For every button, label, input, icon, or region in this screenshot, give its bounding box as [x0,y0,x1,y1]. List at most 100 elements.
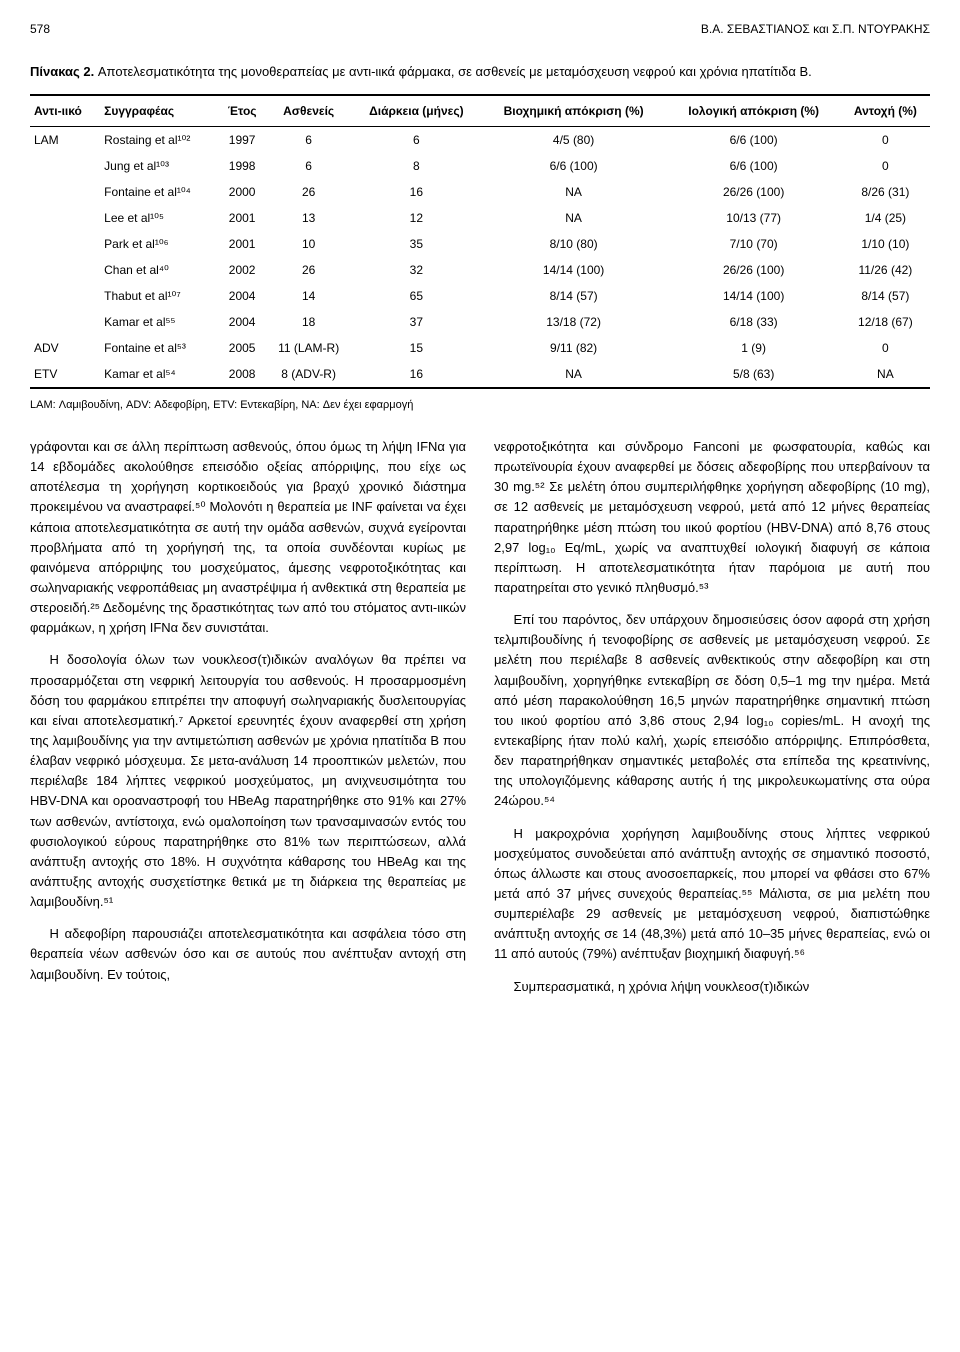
table-cell [30,179,100,205]
table-cell: 8/14 (57) [841,283,930,309]
table-cell: 26 [265,179,352,205]
table-cell: 10/13 (77) [667,205,841,231]
table-cell: 16 [352,361,481,388]
page-number: 578 [30,20,50,38]
table-cell: 11/26 (42) [841,257,930,283]
table-cell: 2000 [219,179,265,205]
paragraph: Η δοσολογία όλων των νουκλεοσ(τ)ιδικών α… [30,650,466,912]
table-cell: 35 [352,231,481,257]
table-cell: 14/14 (100) [481,257,667,283]
table-cell: NA [481,205,667,231]
col-resistance: Αντοχή (%) [841,95,930,127]
table-title-text: Αποτελεσματικότητα της μονοθεραπείας με … [98,64,812,79]
table-cell: Chan et al⁴⁰ [100,257,219,283]
paragraph: νεφροτοξικότητα και σύνδρομο Fanconi με … [494,437,930,598]
col-year: Έτος [219,95,265,127]
table-cell [30,257,100,283]
table-cell: Kamar et al⁵⁴ [100,361,219,388]
col-patients: Ασθενείς [265,95,352,127]
table-cell: 16 [352,179,481,205]
table-cell: 13 [265,205,352,231]
table-cell [30,231,100,257]
right-column: νεφροτοξικότητα και σύνδρομο Fanconi με … [494,437,930,1009]
table-footnote: LAM: Λαμιβουδίνη, ADV: Αδεφοβίρη, ETV: Ε… [30,397,930,414]
table-row: LAMRostaing et al¹⁰²1997664/5 (80)6/6 (1… [30,126,930,153]
table-cell: 8 (ADV-R) [265,361,352,388]
table-cell: 1/10 (10) [841,231,930,257]
page-header: 578 Β.Α. ΣΕΒΑΣΤΙΑΝΟΣ και Σ.Π. ΝΤΟΥΡΑΚΗΣ [30,20,930,38]
table-cell: 2002 [219,257,265,283]
table-cell: 6/6 (100) [667,153,841,179]
table-cell: 9/11 (82) [481,335,667,361]
table-cell: 2004 [219,309,265,335]
table-cell: 6 [265,126,352,153]
table-cell: ETV [30,361,100,388]
table-cell: 26 [265,257,352,283]
table-cell: 1 (9) [667,335,841,361]
paragraph: Η μακροχρόνια χορήγηση λαμιβουδίνης στου… [494,824,930,965]
table-row: Chan et al⁴⁰2002263214/14 (100)26/26 (10… [30,257,930,283]
table-row: Thabut et al¹⁰⁷200414658/14 (57)14/14 (1… [30,283,930,309]
table-cell: 6 [352,126,481,153]
table-row: Kamar et al⁵⁵2004183713/18 (72)6/18 (33)… [30,309,930,335]
table-cell: NA [841,361,930,388]
table-cell: 8/14 (57) [481,283,667,309]
table-cell: 14 [265,283,352,309]
table-cell: 1998 [219,153,265,179]
table-cell: 6/18 (33) [667,309,841,335]
table-row: ADVFontaine et al⁵³200511 (LAM-R)159/11 … [30,335,930,361]
table-row: ETVKamar et al⁵⁴20088 (ADV-R)16NA5/8 (63… [30,361,930,388]
table-cell: Fontaine et al¹⁰⁴ [100,179,219,205]
header-authors: Β.Α. ΣΕΒΑΣΤΙΑΝΟΣ και Σ.Π. ΝΤΟΥΡΑΚΗΣ [701,20,930,38]
table-cell: 18 [265,309,352,335]
table-cell: Kamar et al⁵⁵ [100,309,219,335]
body-columns: γράφονται και σε άλλη περίπτωση ασθενούς… [30,437,930,1009]
table-cell: 11 (LAM-R) [265,335,352,361]
table-cell: Thabut et al¹⁰⁷ [100,283,219,309]
table-cell: 12 [352,205,481,231]
table-cell: 0 [841,335,930,361]
table-cell: 2008 [219,361,265,388]
table-cell: 12/18 (67) [841,309,930,335]
table-cell: 6/6 (100) [667,126,841,153]
table-cell: 26/26 (100) [667,179,841,205]
table-cell: 6/6 (100) [481,153,667,179]
table-cell: Lee et al¹⁰⁵ [100,205,219,231]
table-title-label: Πίνακας 2. [30,64,94,79]
table-cell: Rostaing et al¹⁰² [100,126,219,153]
table-cell: 8 [352,153,481,179]
col-anti-iiko: Αντι-ιικό [30,95,100,127]
table-cell: 2001 [219,231,265,257]
table-cell [30,283,100,309]
table-cell: 26/26 (100) [667,257,841,283]
table-cell: 5/8 (63) [667,361,841,388]
results-table: Αντι-ιικό Συγγραφέας Έτος Ασθενείς Διάρκ… [30,94,930,389]
left-column: γράφονται και σε άλλη περίπτωση ασθενούς… [30,437,466,1009]
table-cell: 10 [265,231,352,257]
table-cell: 14/14 (100) [667,283,841,309]
col-author: Συγγραφέας [100,95,219,127]
table-cell: ADV [30,335,100,361]
table-cell: 1/4 (25) [841,205,930,231]
table-cell: Fontaine et al⁵³ [100,335,219,361]
table-cell: 7/10 (70) [667,231,841,257]
table-cell: 2001 [219,205,265,231]
table-row: Park et al¹⁰⁶200110358/10 (80)7/10 (70)1… [30,231,930,257]
table-cell: 8/26 (31) [841,179,930,205]
col-biochem: Βιοχημική απόκριση (%) [481,95,667,127]
table-cell: 13/18 (72) [481,309,667,335]
table-cell: 2005 [219,335,265,361]
table-cell: 4/5 (80) [481,126,667,153]
table-body: LAMRostaing et al¹⁰²1997664/5 (80)6/6 (1… [30,126,930,388]
table-cell: 1997 [219,126,265,153]
table-cell: 0 [841,153,930,179]
table-cell: 0 [841,126,930,153]
table-cell: NA [481,179,667,205]
col-duration: Διάρκεια (μήνες) [352,95,481,127]
table-row: Fontaine et al¹⁰⁴20002616NA26/26 (100)8/… [30,179,930,205]
table-title: Πίνακας 2. Αποτελεσματικότητα της μονοθε… [30,62,930,82]
table-cell: NA [481,361,667,388]
table-cell: 65 [352,283,481,309]
table-row: Lee et al¹⁰⁵20011312NA10/13 (77)1/4 (25) [30,205,930,231]
table-cell [30,153,100,179]
